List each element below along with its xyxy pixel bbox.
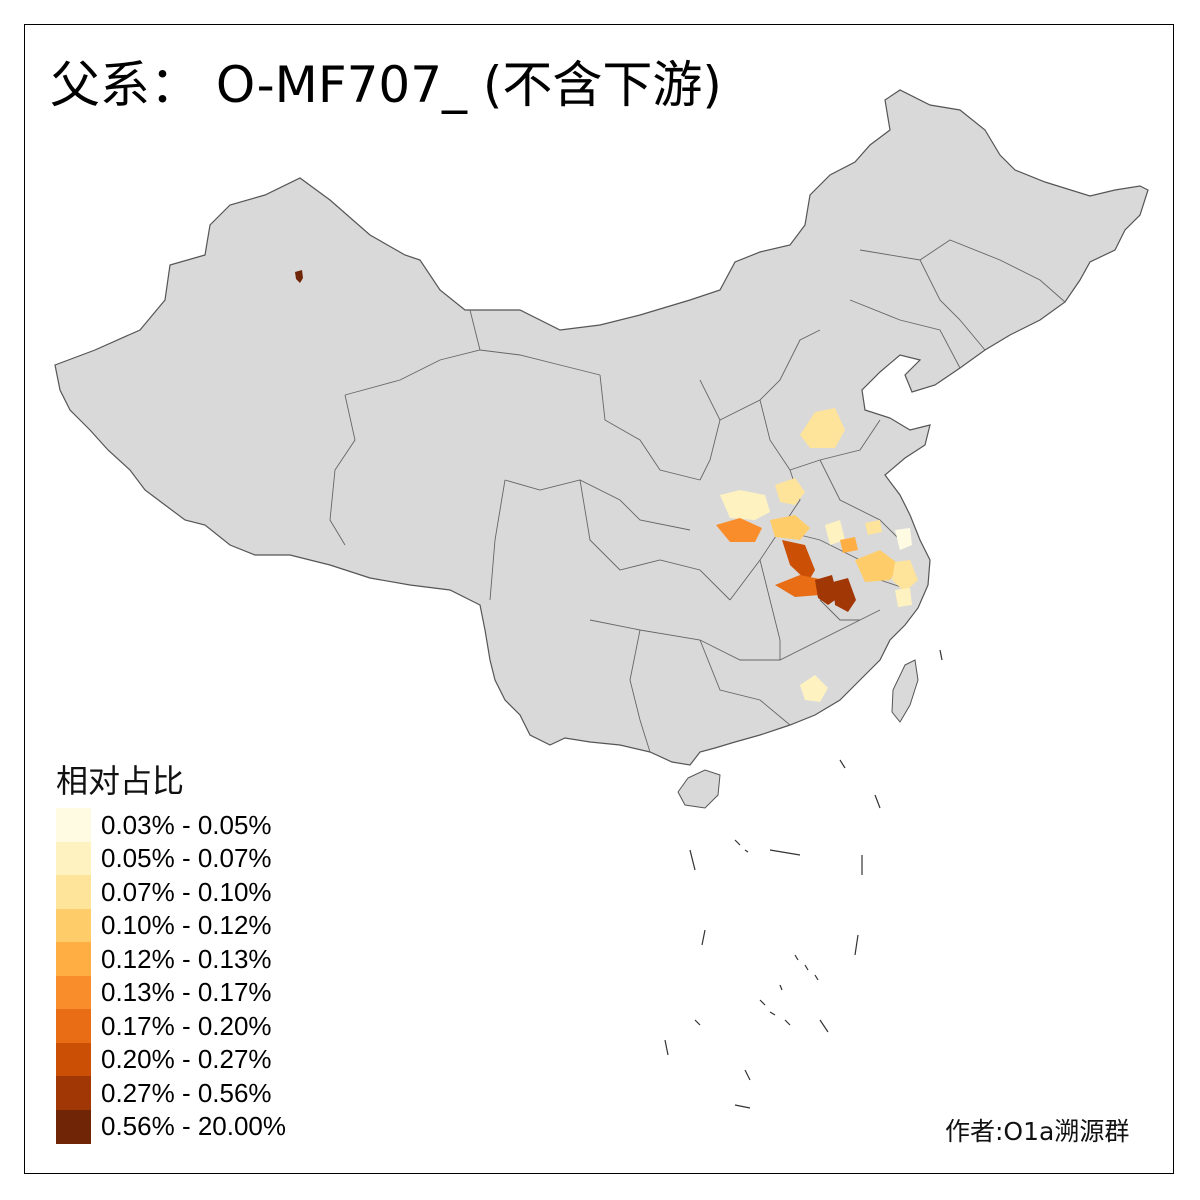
legend-swatch: [56, 808, 91, 842]
legend-swatch: [56, 875, 91, 909]
legend-item: 0.13% - 0.17%: [56, 975, 272, 1010]
legend-label: 0.17% - 0.20%: [101, 1010, 272, 1041]
legend-label: 0.05% - 0.07%: [101, 843, 272, 873]
map-title: 父系： O-MF707_ (不含下游): [50, 56, 722, 114]
region-hubei-west: [716, 518, 762, 542]
region-anhui-a: [825, 520, 845, 545]
region-zhejiang-b: [892, 560, 918, 592]
region-anhui-c: [865, 520, 882, 535]
legend-label: 0.03% - 0.05%: [101, 809, 272, 840]
legend-item: 0.07% - 0.10%: [56, 875, 272, 909]
region-hubei-central: [782, 540, 815, 582]
region-shanghai: [895, 528, 912, 550]
highlighted-regions: [295, 270, 918, 702]
legend-label: 0.10% - 0.12%: [101, 910, 272, 940]
region-zhejiang-a: [855, 550, 900, 582]
hainan-island: [677, 769, 721, 809]
region-hubei-south: [775, 575, 825, 597]
legend-label: 0.56% - 20.00%: [101, 1111, 287, 1141]
legend-label: 0.20% - 0.27%: [101, 1044, 272, 1074]
legend-item: 0.20% - 0.27%: [56, 1042, 272, 1077]
legend-swatch: [56, 841, 91, 876]
legend-item: 0.10% - 0.12%: [56, 908, 272, 943]
legend-item: 0.12% - 0.13%: [56, 942, 272, 976]
legend-title: 相对占比: [56, 762, 185, 800]
taiwan-island: [891, 659, 919, 723]
legend-label: 0.27% - 0.56%: [101, 1077, 272, 1108]
south-china-sea-islands: [664, 649, 943, 1109]
region-anhui-b: [840, 537, 858, 553]
region-xinjiang-small: [295, 270, 303, 283]
legend-swatch: [56, 1109, 91, 1144]
region-fujian: [800, 675, 828, 702]
author-credit: 作者:O1a溯源群: [945, 1117, 1130, 1146]
region-henan-b: [775, 478, 805, 505]
legend-item: 0.56% - 20.00%: [56, 1109, 287, 1144]
legend-label: 0.12% - 0.13%: [101, 943, 272, 974]
legend-swatch: [56, 942, 91, 976]
legend-item: 0.17% - 0.20%: [56, 1009, 272, 1043]
region-zhejiang-c: [895, 588, 912, 607]
legend-swatch: [56, 908, 91, 943]
legend-swatch: [56, 1009, 91, 1043]
legend-label: 0.07% - 0.10%: [101, 876, 272, 907]
region-jiangxi-a: [815, 575, 838, 605]
region-hubei-b: [770, 515, 810, 540]
region-henan-a: [720, 490, 770, 520]
legend-item: 0.03% - 0.05%: [56, 808, 272, 842]
region-hebei: [800, 408, 845, 448]
region-jiangxi-b: [833, 578, 856, 612]
legend-swatch: [56, 975, 91, 1010]
legend-item: 0.05% - 0.07%: [56, 841, 272, 876]
legend-swatch: [56, 1042, 91, 1077]
china-landmass: [54, 89, 1149, 766]
legend-item: 0.27% - 0.56%: [56, 1076, 272, 1110]
legend-swatch: [56, 1076, 91, 1110]
legend-label: 0.13% - 0.17%: [101, 977, 272, 1007]
